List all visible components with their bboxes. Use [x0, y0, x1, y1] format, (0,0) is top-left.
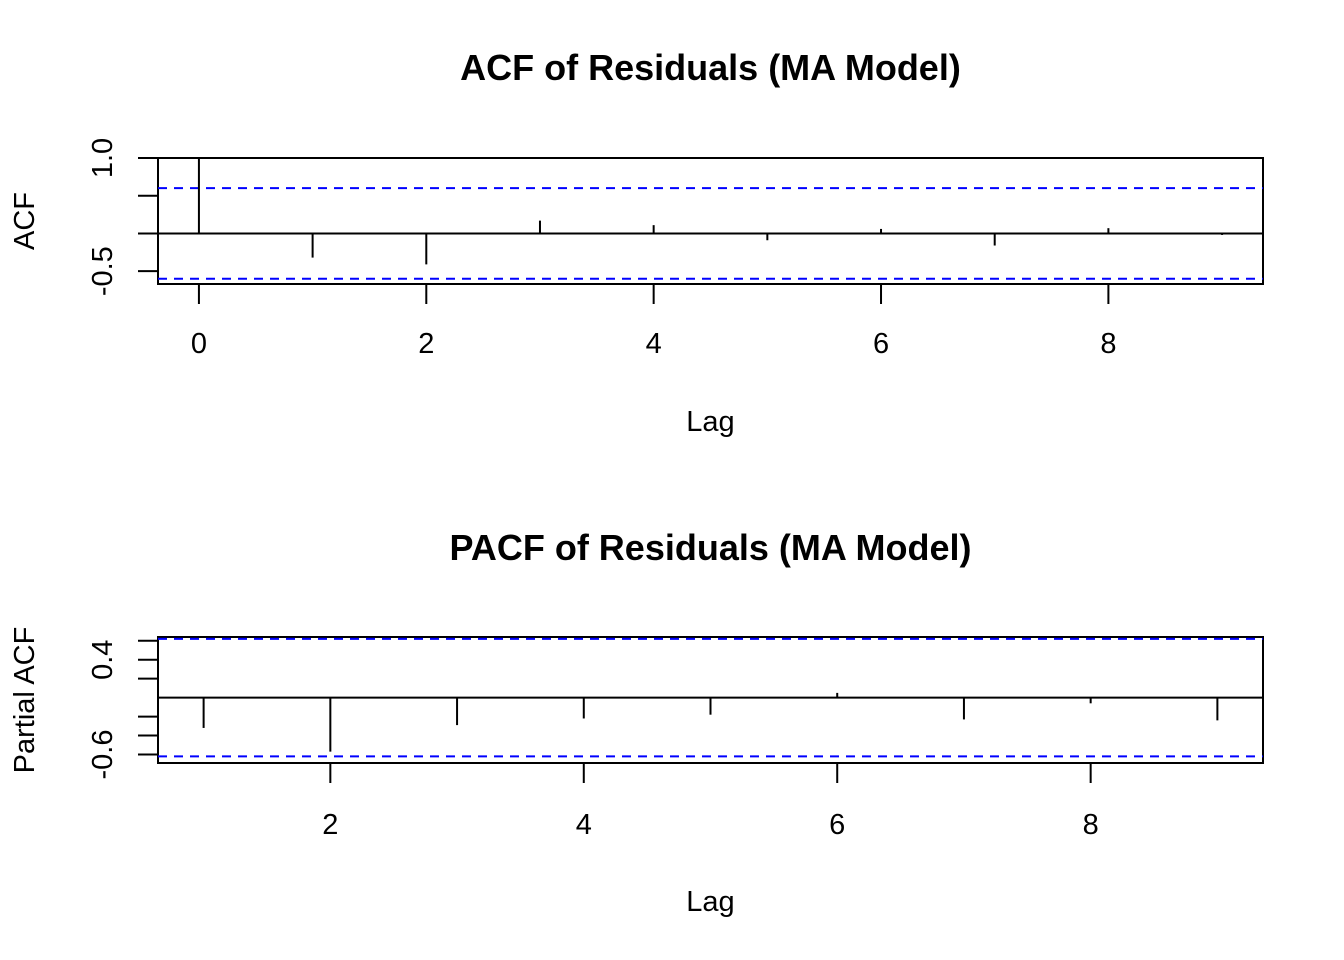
acf-x-tick-label-1: 2: [418, 328, 434, 360]
pacf-x-tick-label-2: 6: [829, 809, 845, 841]
pacf-y-tick-label-4: 0.4: [87, 640, 119, 680]
pacf-title: PACF of Residuals (MA Model): [450, 527, 972, 568]
pacf-plot-frame: [157, 636, 1264, 764]
acf-x-axis-label: Lag: [686, 406, 734, 438]
acf-x-tick-label-3: 6: [873, 328, 889, 360]
acf-title: ACF of Residuals (MA Model): [460, 47, 961, 88]
pacf-x-tick-label-0: 2: [322, 809, 338, 841]
pacf-y-tick-label-0: -0.6: [87, 729, 119, 779]
acf-x-tick-label-2: 4: [646, 328, 662, 360]
acf-y-tick-label-0: -0.5: [87, 246, 119, 296]
pacf-x-tick-label-3: 8: [1083, 809, 1099, 841]
acf-y-axis-label: ACF: [9, 192, 41, 250]
acf-x-tick-label-4: 8: [1100, 328, 1116, 360]
acf-plot-frame: [157, 157, 1264, 285]
acf-x-tick-label-0: 0: [191, 328, 207, 360]
pacf-x-tick-label-1: 4: [576, 809, 592, 841]
pacf-y-axis-label: Partial ACF: [9, 627, 41, 774]
pacf-x-axis-label: Lag: [686, 886, 734, 918]
acf-y-tick-label-3: 1.0: [87, 138, 119, 178]
